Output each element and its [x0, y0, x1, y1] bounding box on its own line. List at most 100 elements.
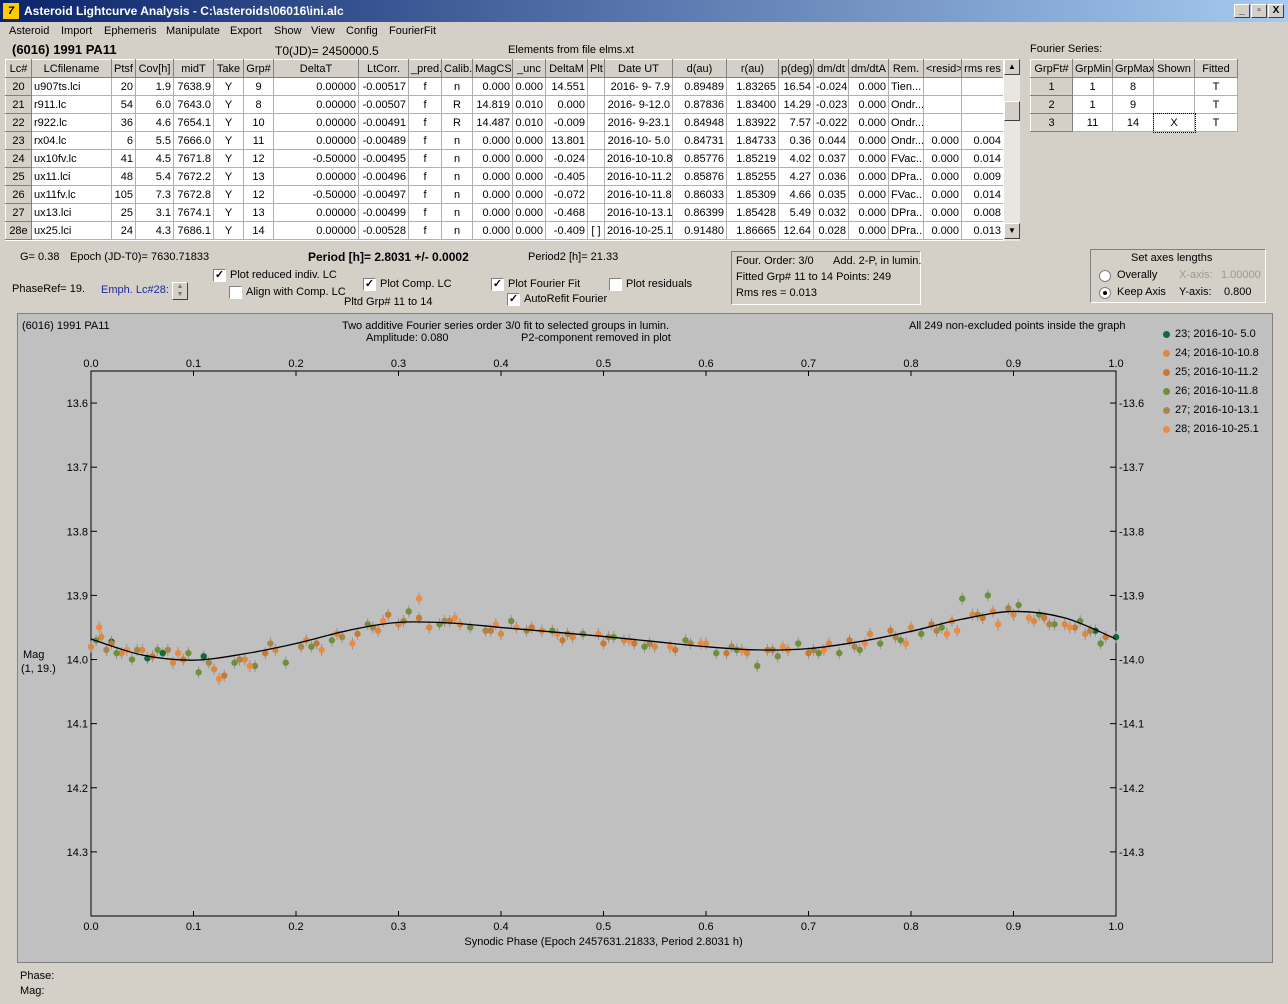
lc-col-header[interactable]: Cov[h]: [135, 59, 174, 78]
lc-table-cell[interactable]: u907ts.lci: [31, 77, 112, 96]
lc-col-header[interactable]: Ptsf: [111, 59, 136, 78]
lc-table-cell[interactable]: 6.0: [135, 95, 174, 114]
fourier-table-cell[interactable]: 8: [1112, 77, 1154, 96]
lc-table-cell[interactable]: ux13.lci: [31, 203, 112, 222]
lc-table-cell[interactable]: -0.468: [545, 203, 588, 222]
lc-table-row[interactable]: 28e ux25.lci 24 4.3 7686.1 Y 14 0.00000 -0.00528…: [5, 221, 1003, 240]
menu-manipulate[interactable]: Manipulate: [166, 25, 220, 37]
lc-table-cell[interactable]: [587, 185, 605, 204]
lc-table-cell[interactable]: 1.86665: [726, 221, 779, 240]
lc-table-cell[interactable]: 0.000: [848, 131, 889, 150]
lc-table-cell[interactable]: 0.00000: [273, 167, 359, 186]
lc-table-cell[interactable]: -0.50000: [273, 149, 359, 168]
lc-col-header[interactable]: dm/dt: [813, 59, 849, 78]
lc-table-cell[interactable]: f: [408, 113, 442, 132]
fourier-table-cell[interactable]: 14: [1112, 113, 1154, 132]
fourier-table-cell[interactable]: X: [1152, 112, 1196, 133]
lc-col-header[interactable]: rms res: [961, 59, 1003, 78]
lc-table-cell[interactable]: 25: [5, 167, 32, 186]
lc-table-cell[interactable]: 0.000: [923, 131, 962, 150]
lc-table-cell[interactable]: rx04.lc: [31, 131, 112, 150]
lc-table-cell[interactable]: 7666.0: [173, 131, 214, 150]
lc-table-cell[interactable]: [587, 131, 605, 150]
menu-export[interactable]: Export: [230, 25, 262, 37]
lc-table-cell[interactable]: ux11fv.lc: [31, 185, 112, 204]
lc-table-cell[interactable]: DPra...: [888, 221, 924, 240]
lc-table-cell[interactable]: Ondr...: [888, 95, 924, 114]
menu-asteroid[interactable]: Asteroid: [9, 25, 50, 37]
fourier-table-cell[interactable]: 1: [1072, 95, 1113, 114]
lc-col-header[interactable]: LCfilename: [31, 59, 112, 78]
lc-table-cell[interactable]: 36: [111, 113, 136, 132]
lc-table-cell[interactable]: 0.004: [961, 131, 1003, 150]
lc-col-header[interactable]: DeltaM: [545, 59, 588, 78]
lc-col-header[interactable]: r(au): [726, 59, 779, 78]
lc-table-cell[interactable]: [587, 149, 605, 168]
lc-table-cell[interactable]: f: [408, 221, 442, 240]
lc-table-cell[interactable]: 13: [243, 203, 274, 222]
lc-table-cell[interactable]: Y: [213, 203, 244, 222]
lc-col-header[interactable]: Take: [213, 59, 244, 78]
lc-table-cell[interactable]: [961, 113, 1003, 132]
fourier-table-cell[interactable]: 11: [1072, 113, 1113, 132]
lc-table-cell[interactable]: 4.6: [135, 113, 174, 132]
lc-table-cell[interactable]: n: [441, 149, 473, 168]
lc-table-cell[interactable]: 0.000: [472, 167, 513, 186]
lc-table-cell[interactable]: 28e: [5, 221, 32, 240]
lc-table-cell[interactable]: 41: [111, 149, 136, 168]
lc-table-cell[interactable]: 0.000: [848, 95, 889, 114]
lc-table-row[interactable]: 25 ux11.lci 48 5.4 7672.2 Y 13 0.00000 -0.00496 f…: [5, 167, 1003, 186]
lc-table-cell[interactable]: Tien...: [888, 77, 924, 96]
lc-table-cell[interactable]: 7654.1: [173, 113, 214, 132]
menu-show[interactable]: Show: [274, 25, 302, 37]
menu-import[interactable]: Import: [61, 25, 93, 37]
lc-table-cell[interactable]: 2016-10- 5.0: [604, 131, 673, 150]
lc-table-cell[interactable]: Y: [213, 113, 244, 132]
lc-table-cell[interactable]: 8: [243, 95, 274, 114]
lc-table-cell[interactable]: 7643.0: [173, 95, 214, 114]
lc-table-cell[interactable]: 13.801: [545, 131, 588, 150]
lc-table-cell[interactable]: 0.000: [848, 149, 889, 168]
lc-table-cell[interactable]: 7.57: [778, 113, 814, 132]
lc-table-cell[interactable]: 0.85776: [672, 149, 727, 168]
lc-table-cell[interactable]: 0.84731: [672, 131, 727, 150]
lc-table-cell[interactable]: n: [441, 203, 473, 222]
lc-table-cell[interactable]: 1.85428: [726, 203, 779, 222]
lc-table-cell[interactable]: 20: [111, 77, 136, 96]
lc-table-cell[interactable]: 0.000: [472, 77, 513, 96]
lightcurve-chart[interactable]: 0.0 0.0 0.1 0.1 0.2 0.2 0.3 0.3 0.4 0.4 0.5 0.5 0.6 0…: [18, 314, 1272, 962]
lc-table-cell[interactable]: 0.000: [512, 203, 546, 222]
lc-table-cell[interactable]: 2016-10-13.1: [604, 203, 673, 222]
lc-table-cell[interactable]: 0.000: [512, 185, 546, 204]
lc-table-cell[interactable]: -0.00496: [358, 167, 409, 186]
lc-table-cell[interactable]: FVac...: [888, 185, 924, 204]
lc-table-cell[interactable]: 2016- 9- 7.9: [604, 77, 673, 96]
lc-table-cell[interactable]: 0.87836: [672, 95, 727, 114]
lc-table-cell[interactable]: 26: [5, 185, 32, 204]
fourier-table-cell[interactable]: T: [1194, 95, 1238, 114]
lc-table-cell[interactable]: 0.000: [545, 95, 588, 114]
lc-table-cell[interactable]: 0.00000: [273, 95, 359, 114]
lc-table-cell[interactable]: 0.035: [813, 185, 849, 204]
lc-col-header[interactable]: <resid>: [923, 59, 962, 78]
minimize-button[interactable]: _: [1234, 4, 1250, 18]
lc-table-cell[interactable]: 0.036: [813, 167, 849, 186]
lc-table-row[interactable]: 21 r911.lc 54 6.0 7643.0 Y 8 0.00000 -0.00507 f R 1…: [5, 95, 1003, 114]
lc-table-cell[interactable]: 0.84948: [672, 113, 727, 132]
lc-table-cell[interactable]: 14: [243, 221, 274, 240]
fourier-table-cell[interactable]: T: [1194, 77, 1238, 96]
lc-table-cell[interactable]: 12: [243, 149, 274, 168]
lc-table-cell[interactable]: -0.50000: [273, 185, 359, 204]
lc-table-cell[interactable]: DPra...: [888, 203, 924, 222]
lc-table-cell[interactable]: 11: [243, 131, 274, 150]
lc-table-cell[interactable]: 0.013: [961, 221, 1003, 240]
scroll-up-icon[interactable]: ▲: [1004, 59, 1020, 75]
lc-col-header[interactable]: Date UT: [604, 59, 673, 78]
lc-table-row[interactable]: 26 ux11fv.lc 105 7.3 7672.8 Y 12 -0.50000 -0.004…: [5, 185, 1003, 204]
lc-table-cell[interactable]: -0.00517: [358, 77, 409, 96]
lc-table-cell[interactable]: 21: [5, 95, 32, 114]
plot-residuals-checkbox[interactable]: [609, 278, 622, 291]
lc-table-cell[interactable]: 2016- 9-23.1: [604, 113, 673, 132]
lc-table-cell[interactable]: [ ]: [587, 221, 605, 240]
lc-table-cell[interactable]: [923, 95, 962, 114]
